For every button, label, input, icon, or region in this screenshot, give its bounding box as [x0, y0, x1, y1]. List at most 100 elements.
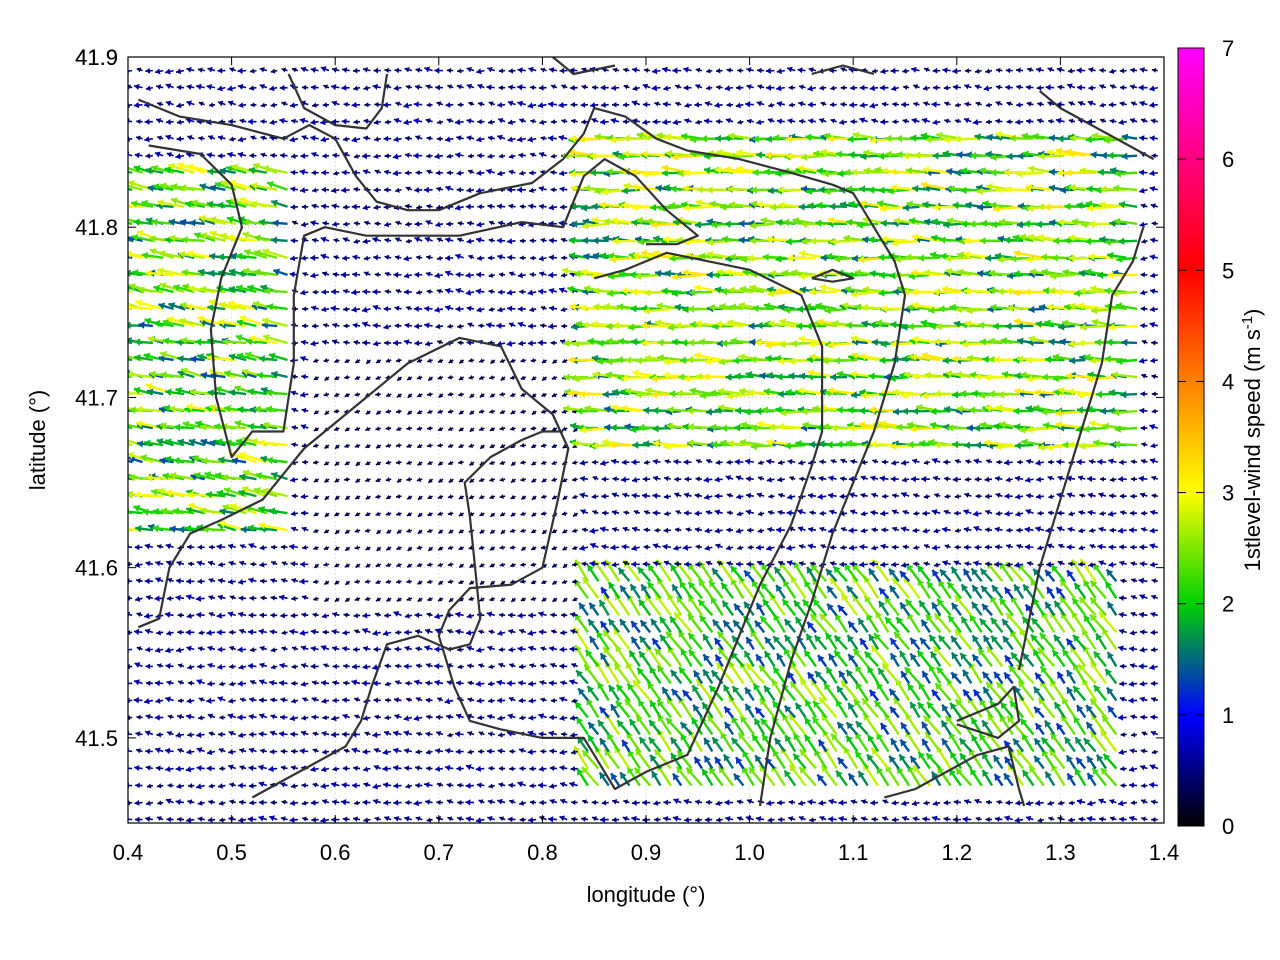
wind-arrow-head: [979, 618, 987, 626]
wind-arrow-head: [910, 638, 918, 646]
wind-arrow-head: [715, 800, 721, 806]
wind-arrow-head: [913, 492, 918, 499]
wind-arrow-head: [880, 543, 886, 550]
wind-arrow-head: [351, 679, 358, 686]
wind-arrow-head: [384, 730, 390, 737]
wind-arrow-head: [405, 680, 410, 686]
wind-arrow-head: [239, 697, 245, 703]
wind-arrow-head: [1130, 714, 1136, 720]
wind-arrow-head: [342, 629, 348, 636]
wind-arrow-head: [1073, 634, 1080, 642]
wind-arrow-head: [351, 663, 357, 670]
wind-arrow-head: [1100, 768, 1108, 776]
wind-arrow-head: [677, 750, 685, 758]
wind-arrow-head: [446, 799, 452, 805]
wind-arrow-head: [238, 817, 244, 823]
wind-arrow-head: [902, 544, 908, 550]
wind-arrow-head: [963, 544, 969, 551]
wind-arrow-head: [759, 665, 766, 673]
wind-arrow-head: [837, 722, 845, 730]
wind-arrow-head: [1139, 561, 1145, 567]
wind-arrow-head: [384, 815, 390, 822]
wind-arrow-head: [1107, 652, 1115, 660]
wind-arrow-head: [716, 662, 724, 670]
wind-arrow-head: [1086, 705, 1093, 713]
wind-arrow-head: [435, 714, 441, 721]
wind-arrow-head: [258, 799, 264, 806]
wind-arrow-head: [928, 664, 936, 672]
wind-arrow-head: [528, 816, 534, 823]
wind-arrow-head: [323, 663, 328, 669]
wind-arrow-head: [528, 612, 533, 619]
wind-arrow-head: [1150, 680, 1156, 687]
wind-arrow-head: [807, 799, 813, 806]
wind-arrow-head: [372, 731, 378, 739]
wind-arrow-head: [869, 560, 875, 568]
wind-arrow-head: [654, 648, 662, 656]
wind-arrow-head: [258, 815, 265, 822]
wind-arrow-head: [642, 561, 648, 568]
wind-arrow-head: [465, 782, 471, 789]
wind-arrow-head: [146, 783, 152, 789]
wind-arrow-head: [726, 527, 731, 533]
wind-arrow-head: [620, 772, 627, 780]
wind-arrow-head: [250, 561, 255, 567]
wind-arrow-head: [344, 476, 349, 482]
wind-arrow-head: [455, 748, 461, 755]
wind-arrow-head: [894, 632, 902, 639]
wind-arrow-head: [1041, 737, 1049, 745]
wind-arrow-head: [726, 561, 732, 567]
wind-arrow-head: [917, 702, 925, 710]
wind-arrow-head: [866, 754, 874, 762]
wind-arrow-head: [970, 768, 977, 776]
wind-arrow-head: [144, 578, 150, 585]
wind-arrow-head: [1076, 757, 1084, 765]
wind-arrow-head: [341, 782, 347, 789]
wind-arrow-head: [166, 816, 171, 823]
wind-arrow-head: [466, 645, 473, 652]
wind-arrow-head: [785, 735, 792, 743]
wind-arrow-head: [984, 476, 990, 483]
wind-arrow-head: [836, 440, 843, 449]
wind-arrow-head: [372, 664, 378, 671]
wind-arrow-head: [746, 561, 751, 568]
wind-arrow-head: [198, 697, 204, 703]
wind-arrow-head: [1036, 476, 1041, 483]
wind-arrow-head: [177, 698, 183, 704]
wind-arrow-head: [549, 783, 555, 790]
wind-arrow-head: [673, 773, 680, 781]
wind-arrow-head: [250, 679, 256, 686]
wind-arrow-head: [688, 613, 695, 621]
wind-arrow-head: [229, 681, 234, 687]
wind-arrow-head: [899, 754, 906, 762]
wind-arrow-head: [829, 544, 835, 551]
wind-arrow-head: [205, 491, 213, 499]
wind-arrow-head: [1067, 526, 1073, 533]
wind-arrow-head: [249, 647, 255, 653]
wind-arrow-head: [1035, 672, 1042, 680]
wind-arrow-head: [413, 715, 420, 722]
wind-arrow-head: [136, 646, 142, 652]
wind-arrow-head: [1050, 733, 1058, 741]
wind-arrow-head: [134, 544, 140, 551]
wind-arrow-head: [837, 686, 844, 694]
wind-arrow-head: [1128, 680, 1135, 687]
wind-arrow-head: [793, 733, 801, 741]
wind-arrow-head: [936, 667, 944, 675]
wind-arrow-head: [876, 767, 884, 775]
wind-arrow-head: [579, 492, 586, 499]
wind-arrow-head: [549, 748, 555, 755]
wind-arrow-head: [973, 560, 979, 567]
wind-arrow-head: [724, 722, 732, 730]
wind-arrow-head: [1140, 748, 1146, 754]
wind-arrow-head: [736, 799, 742, 805]
wind-arrow-head: [1057, 672, 1064, 680]
wind-arrow-head: [457, 646, 462, 653]
wind-arrow-head: [1129, 645, 1135, 652]
wind-arrow-head: [762, 406, 769, 414]
wind-arrow-head: [550, 662, 556, 669]
wind-arrow-head: [890, 638, 898, 646]
wind-arrow-head: [1066, 638, 1074, 646]
wind-arrow-head: [964, 441, 970, 450]
wind-arrow-head: [1151, 646, 1156, 653]
